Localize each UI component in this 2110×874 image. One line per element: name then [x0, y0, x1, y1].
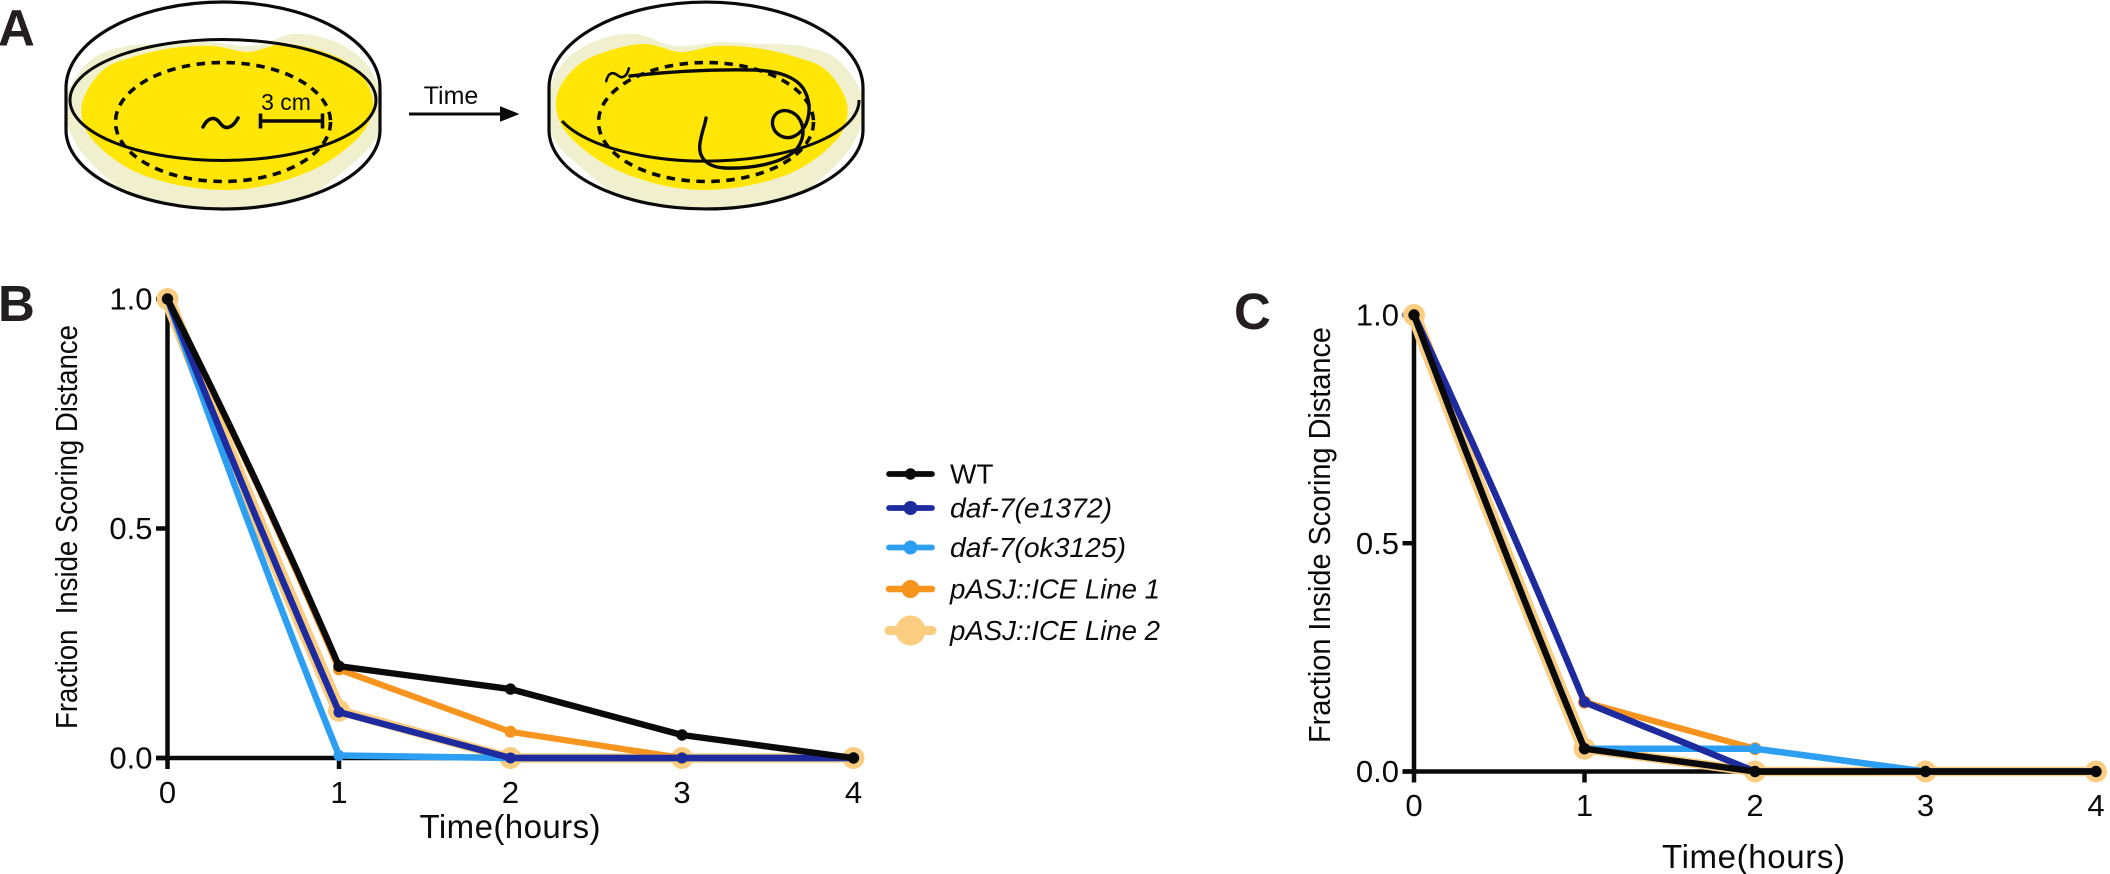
svg-text:1.0: 1.0 [1356, 298, 1399, 333]
svg-text:0: 0 [159, 775, 176, 810]
svg-text:4: 4 [845, 775, 862, 810]
svg-text:Fraction Inside Scoring Dista: Fraction Inside Scoring Distance [49, 325, 84, 729]
svg-text:Time: Time [424, 82, 479, 110]
svg-text:daf-7(e1372): daf-7(e1372) [950, 493, 1112, 524]
svg-text:2: 2 [502, 775, 519, 810]
svg-text:pASJ::ICE Line 2: pASJ::ICE Line 2 [949, 615, 1160, 646]
svg-text:0.0: 0.0 [109, 741, 152, 776]
svg-text:1: 1 [1576, 788, 1593, 823]
svg-text:Fraction Inside Scoring Distan: Fraction Inside Scoring Distance [1302, 327, 1337, 743]
svg-text:3 cm: 3 cm [261, 89, 311, 115]
svg-text:A: A [0, 0, 35, 57]
svg-text:pASJ::ICE Line 1: pASJ::ICE Line 1 [949, 574, 1160, 605]
svg-text:0.0: 0.0 [1356, 754, 1399, 789]
svg-text:2: 2 [1746, 788, 1763, 823]
svg-text:Time(hours): Time(hours) [1662, 838, 1845, 874]
svg-text:B: B [0, 275, 35, 332]
svg-text:0.5: 0.5 [109, 511, 152, 546]
svg-text:1: 1 [330, 775, 347, 810]
svg-text:4: 4 [2087, 788, 2104, 823]
svg-text:3: 3 [673, 775, 690, 810]
svg-text:0.5: 0.5 [1356, 526, 1399, 561]
svg-text:WT: WT [950, 459, 994, 490]
svg-text:C: C [1234, 283, 1271, 340]
svg-text:3: 3 [1917, 788, 1934, 823]
svg-text:daf-7(ok3125): daf-7(ok3125) [950, 532, 1126, 563]
svg-text:0: 0 [1405, 788, 1422, 823]
svg-text:1.0: 1.0 [109, 282, 152, 317]
svg-text:Time(hours): Time(hours) [420, 808, 601, 845]
